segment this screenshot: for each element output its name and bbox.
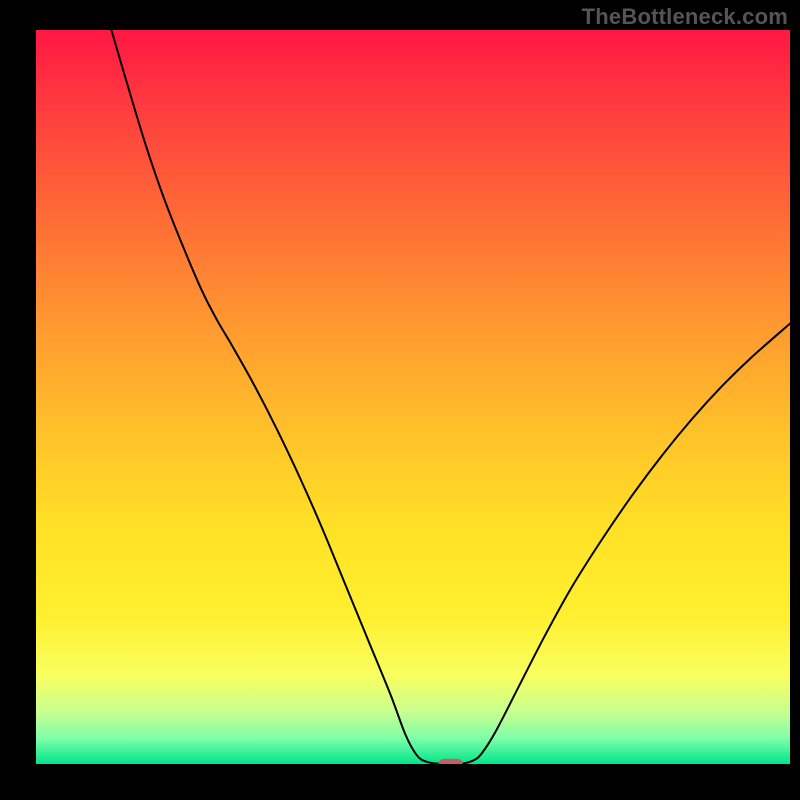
bottleneck-chart [36,30,790,764]
watermark-text: TheBottleneck.com [582,4,788,30]
chart-background [36,30,790,764]
bottleneck-marker [439,759,463,764]
plot-area [36,30,790,764]
